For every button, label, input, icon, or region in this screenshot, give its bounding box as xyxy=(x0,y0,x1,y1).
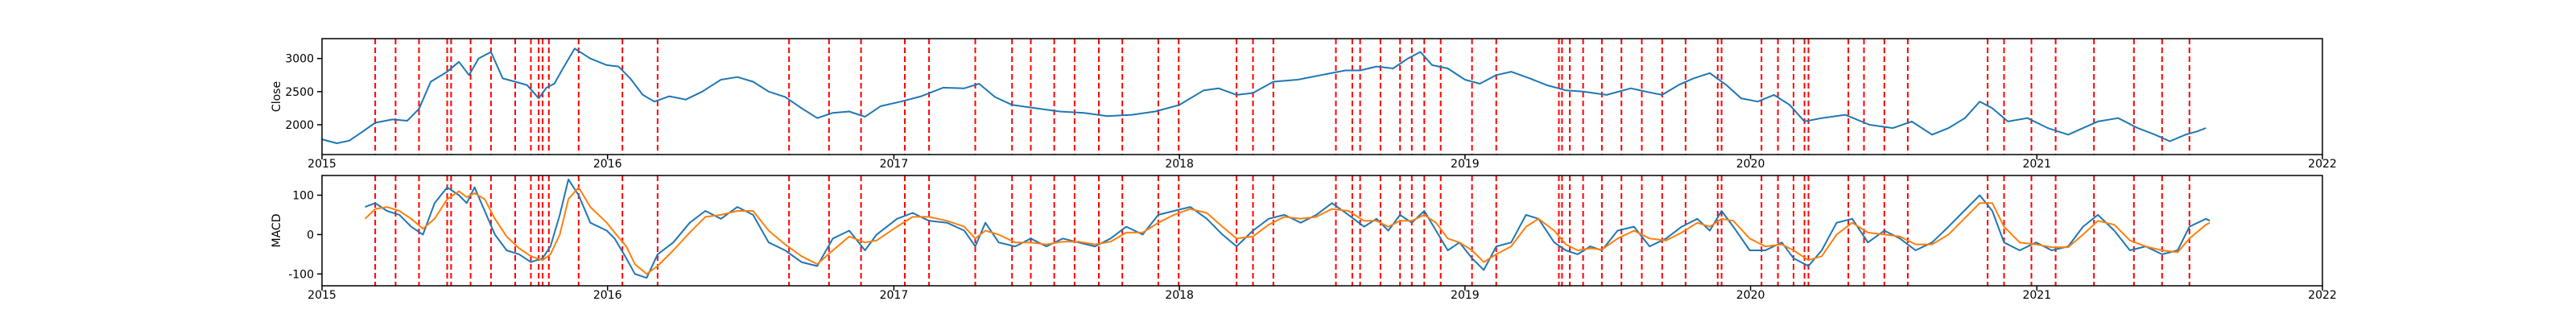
series-line-1 xyxy=(365,178,2211,279)
y-tick-label: 2500 xyxy=(285,86,314,99)
series-line-2 xyxy=(364,186,2211,275)
x-tick-label: 2019 xyxy=(1451,289,1480,302)
y-tick-label: -100 xyxy=(288,268,314,281)
y-tick-label: 100 xyxy=(292,189,314,202)
x-tick-label: 2020 xyxy=(1736,289,1765,302)
x-tick-label: 2020 xyxy=(1736,158,1765,171)
x-tick-label: 2017 xyxy=(880,158,909,171)
x-tick-label: 2018 xyxy=(1165,158,1194,171)
axes-frame xyxy=(321,38,2323,155)
x-tick-label: 2015 xyxy=(308,158,336,171)
x-tick-label: 2015 xyxy=(308,289,336,302)
x-tick-label: 2019 xyxy=(1451,158,1480,171)
y-tick-label: 3000 xyxy=(285,53,314,66)
x-tick-label: 2016 xyxy=(593,158,622,171)
y-axis-label: MACD xyxy=(270,214,283,248)
x-tick-label: 2016 xyxy=(593,289,622,302)
y-axis-label: Close xyxy=(270,81,283,112)
series-line-1 xyxy=(321,47,2207,144)
x-tick-label: 2022 xyxy=(2308,158,2337,171)
x-tick-label: 2017 xyxy=(880,289,909,302)
axes-frame xyxy=(321,175,2323,287)
x-tick-label: 2021 xyxy=(2022,289,2051,302)
x-tick-label: 2018 xyxy=(1165,289,1194,302)
y-tick-label: 2000 xyxy=(285,119,314,132)
x-tick-label: 2021 xyxy=(2022,158,2051,171)
y-tick-label: 0 xyxy=(307,229,314,242)
x-tick-label: 2022 xyxy=(2308,289,2337,302)
